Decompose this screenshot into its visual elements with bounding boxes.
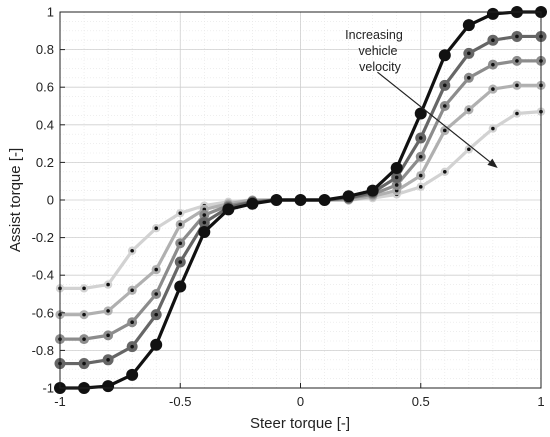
data-point-center	[202, 213, 207, 217]
data-point-center	[515, 59, 519, 63]
data-point-center	[130, 320, 134, 325]
data-point-center	[82, 286, 86, 291]
y-tick-label: -0.4	[32, 268, 54, 283]
y-tick-label: 0.8	[36, 42, 54, 57]
data-point	[414, 107, 427, 120]
y-axis-label: Assist torque [-]	[7, 148, 24, 252]
data-point-center	[418, 154, 423, 159]
annotation-line-3: velocity	[359, 60, 401, 74]
data-point	[318, 194, 331, 206]
data-point-center	[394, 183, 399, 187]
data-point	[462, 19, 475, 32]
annotation-line-2: vehicle	[359, 44, 398, 58]
data-point-center	[154, 292, 158, 296]
data-point	[174, 280, 187, 293]
y-tick-label: 0.2	[36, 155, 54, 170]
data-point-center	[467, 107, 471, 112]
data-point-center	[467, 51, 471, 56]
annotation-arrow	[377, 71, 491, 163]
data-point-center	[515, 111, 519, 116]
data-point	[222, 203, 235, 216]
x-tick-label: 0.5	[412, 394, 430, 409]
data-point-center	[178, 260, 183, 264]
data-point	[486, 7, 499, 20]
data-point	[390, 162, 403, 175]
data-point-center	[443, 170, 447, 174]
data-point-center	[515, 83, 519, 88]
y-tick-label: 0.6	[36, 80, 54, 95]
data-point	[270, 194, 283, 206]
x-tick-label: 0	[297, 394, 304, 409]
y-axis-ticks: -1 -0.8 -0.6 -0.4 -0.2 0 0.2 0.4 0.6 0.8 1	[32, 5, 65, 396]
data-point-center	[82, 361, 86, 366]
y-tick-label: 0.4	[36, 117, 54, 132]
data-point-center	[418, 173, 423, 178]
data-point-center	[106, 309, 110, 313]
data-point-center	[443, 83, 447, 88]
data-point	[342, 190, 355, 203]
x-tick-label: 1	[537, 394, 544, 409]
data-point-center	[178, 211, 183, 215]
data-point-center	[394, 175, 399, 180]
data-point	[126, 368, 139, 381]
data-point	[294, 194, 307, 206]
data-point-center	[154, 226, 158, 230]
data-point-center	[106, 333, 110, 338]
y-tick-label: 1	[47, 5, 54, 20]
y-tick-label: 0	[47, 193, 54, 208]
data-point-center	[515, 34, 519, 39]
data-point-center	[154, 267, 158, 272]
data-point-center	[130, 344, 134, 349]
x-axis-ticks: -1 -0.5 0 0.5 1	[54, 383, 545, 409]
data-point-center	[178, 222, 183, 227]
data-point	[102, 380, 115, 393]
data-point-center	[443, 128, 447, 133]
data-point-center	[491, 62, 495, 67]
series-layer	[54, 6, 547, 394]
data-point	[438, 49, 451, 62]
y-tick-label: -0.2	[32, 230, 54, 245]
y-tick-label: -0.8	[32, 343, 54, 358]
data-point	[366, 184, 379, 197]
x-tick-label: -1	[54, 394, 66, 409]
data-point-center	[106, 282, 110, 287]
data-point-center	[443, 104, 447, 108]
data-point-center	[82, 312, 86, 317]
x-axis-label: Steer torque [-]	[250, 415, 350, 432]
data-point-center	[82, 337, 86, 341]
velocity-annotation: Increasing vehicle velocity	[345, 28, 498, 169]
data-point	[150, 338, 163, 351]
y-tick-label: -1	[42, 381, 54, 396]
data-point-center	[467, 76, 471, 80]
data-point-center	[418, 185, 423, 189]
data-point-center	[467, 147, 471, 152]
data-point-center	[178, 241, 183, 246]
data-point-center	[491, 38, 495, 42]
series-1	[54, 6, 547, 394]
y-tick-label: -0.6	[32, 305, 54, 320]
data-point-center	[154, 312, 158, 317]
x-tick-label: -0.5	[169, 394, 191, 409]
data-point-center	[106, 358, 110, 362]
data-point	[198, 225, 211, 238]
data-point	[246, 197, 259, 210]
data-point-center	[130, 288, 134, 293]
data-point-center	[202, 220, 207, 225]
annotation-line-1: Increasing	[345, 28, 403, 42]
data-point-center	[491, 126, 495, 131]
data-point-center	[491, 87, 495, 91]
annotation-arrowhead	[487, 158, 498, 169]
data-point-center	[130, 248, 134, 253]
data-point-center	[418, 136, 423, 140]
